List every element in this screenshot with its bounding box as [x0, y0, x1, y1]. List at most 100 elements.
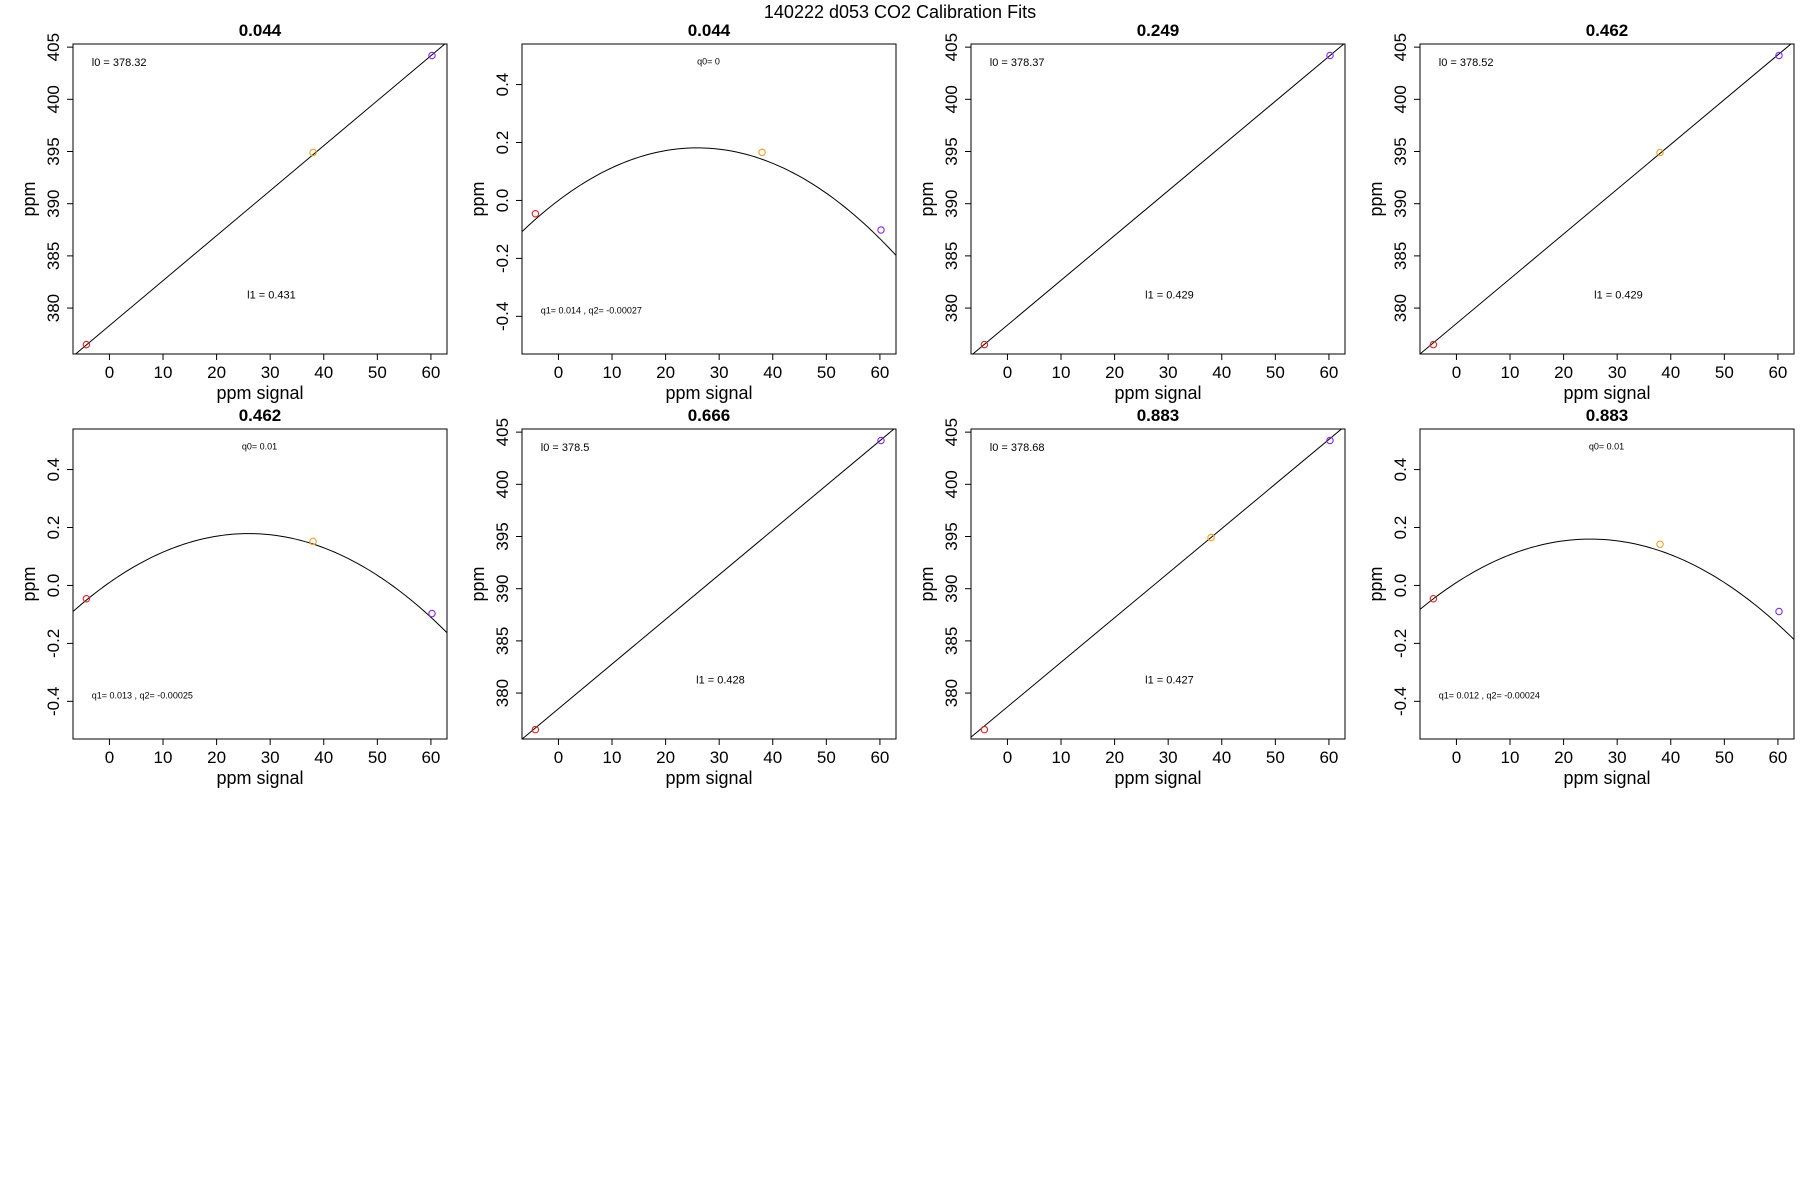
chart-panel-5: 0.462 0 10 20 30 40 50 60 ppm signal -0.4 -0.2 0.0 0…: [19, 406, 448, 788]
data-point: [428, 51, 436, 60]
y-tick-label: -0.4: [44, 687, 63, 716]
plot-frame: [970, 428, 1346, 740]
y-axis-label: ppm: [917, 566, 937, 601]
y-tick-label: 0.2: [1391, 516, 1410, 540]
fit-annotation: l1 = 0.431: [247, 290, 296, 302]
x-axis-label: ppm signal: [1563, 383, 1650, 403]
x-tick-label: 30: [1159, 363, 1178, 382]
x-tick-label: 60: [870, 748, 889, 767]
x-tick-label: 40: [314, 748, 333, 767]
y-axis-label: ppm: [1366, 181, 1386, 216]
fit-curve: [522, 429, 895, 739]
panel-title: 0.044: [239, 21, 282, 40]
data-point: [877, 436, 885, 445]
fit-annotation: l0 = 378.32: [92, 57, 147, 69]
x-axis-label: ppm signal: [665, 383, 752, 403]
x-axis-label: ppm signal: [216, 768, 303, 788]
y-tick-label: 380: [1391, 294, 1410, 322]
y-axis-label: ppm: [1366, 566, 1386, 601]
x-axis-label: ppm signal: [1114, 383, 1201, 403]
x-tick-label: 50: [368, 363, 387, 382]
y-tick-label: 400: [1391, 85, 1410, 113]
x-axis-label: ppm signal: [1563, 768, 1650, 788]
data-point: [1429, 340, 1438, 349]
x-tick-label: 20: [1105, 363, 1124, 382]
y-tick-label: 385: [1391, 242, 1410, 270]
x-tick-label: 20: [1554, 748, 1573, 767]
x-tick-label: 0: [1003, 363, 1012, 382]
x-tick-label: 20: [207, 748, 226, 767]
data-point: [877, 226, 885, 234]
data-point: [1656, 148, 1664, 157]
chart-panel-2: 0.044 0 10 20 30 40 50 60 ppm signal -0.4 -0.2 0.0 0…: [468, 21, 897, 403]
fit-annotation: l1 = 0.429: [1145, 290, 1194, 302]
data-point: [428, 609, 436, 618]
x-tick-label: 40: [763, 748, 782, 767]
fit-annotation: l0 = 378.68: [990, 442, 1045, 454]
x-tick-label: 40: [1661, 363, 1680, 382]
y-tick-label: 0.4: [493, 73, 512, 97]
y-tick-label: 380: [942, 679, 961, 707]
x-tick-label: 40: [1212, 363, 1231, 382]
data-point: [758, 148, 766, 157]
x-tick-label: 40: [314, 363, 333, 382]
y-tick-label: 380: [44, 294, 63, 322]
x-tick-label: 60: [1319, 363, 1338, 382]
x-tick-label: 40: [1212, 748, 1231, 767]
chart-panel-1: 0.044 0 10 20 30 40 50 60 ppm signal 380 385 390 395…: [19, 21, 448, 403]
y-tick-label: 395: [942, 522, 961, 550]
x-tick-label: 50: [817, 748, 836, 767]
x-tick-label: 30: [1608, 363, 1627, 382]
x-tick-label: 50: [1266, 363, 1285, 382]
x-axis-label: ppm signal: [1114, 768, 1201, 788]
x-tick-label: 10: [154, 363, 173, 382]
x-tick-label: 0: [554, 748, 563, 767]
y-tick-label: 390: [44, 190, 63, 218]
chart-panel-3: 0.249 0 10 20 30 40 50 60 ppm signal 380 385 390 395…: [917, 21, 1346, 403]
fit-annotation: q1= 0.012 , q2= -0.00024: [1439, 690, 1540, 700]
data-point: [531, 210, 540, 218]
chart-panel-4: 0.462 0 10 20 30 40 50 60 ppm signal 380 385 390 395…: [1366, 21, 1795, 403]
panel-title: 0.883: [1586, 406, 1629, 425]
x-tick-label: 30: [261, 748, 280, 767]
y-tick-label: 400: [942, 470, 961, 498]
y-tick-label: 405: [44, 33, 63, 61]
panel-title: 0.249: [1137, 21, 1180, 40]
fit-curve: [1420, 538, 1794, 640]
data-point: [1656, 540, 1664, 549]
x-tick-label: 40: [1661, 748, 1680, 767]
x-axis-label: ppm signal: [216, 383, 303, 403]
data-point: [1207, 533, 1215, 542]
x-tick-label: 10: [1501, 363, 1520, 382]
panel-title: 0.044: [688, 21, 731, 40]
x-tick-label: 0: [105, 363, 114, 382]
data-point: [309, 148, 317, 157]
y-tick-label: 0.2: [493, 131, 512, 155]
y-tick-label: 405: [493, 418, 512, 446]
y-tick-label: 385: [942, 242, 961, 270]
y-axis-label: ppm: [917, 181, 937, 216]
y-tick-label: 0.0: [1391, 574, 1410, 598]
y-tick-label: -0.4: [493, 302, 512, 331]
y-tick-label: 400: [493, 470, 512, 498]
data-point: [1326, 51, 1334, 60]
chart-panel-6: 0.666 0 10 20 30 40 50 60 ppm signal 380 385 390 395…: [468, 406, 897, 788]
x-tick-label: 60: [1768, 363, 1787, 382]
fit-annotation: l1 = 0.428: [696, 675, 745, 687]
y-tick-label: 400: [44, 85, 63, 113]
x-tick-label: 30: [261, 363, 280, 382]
data-point: [980, 725, 989, 734]
y-tick-label: -0.2: [44, 629, 63, 658]
x-tick-label: 20: [656, 363, 675, 382]
y-tick-label: 405: [942, 418, 961, 446]
x-tick-label: 60: [1319, 748, 1338, 767]
y-tick-label: 395: [1391, 137, 1410, 165]
y-tick-label: 0.2: [44, 516, 63, 540]
fit-curve: [74, 44, 446, 354]
x-tick-label: 30: [1608, 748, 1627, 767]
x-axis-label: ppm signal: [665, 768, 752, 788]
x-tick-label: 60: [421, 748, 440, 767]
y-tick-label: -0.2: [493, 244, 512, 273]
